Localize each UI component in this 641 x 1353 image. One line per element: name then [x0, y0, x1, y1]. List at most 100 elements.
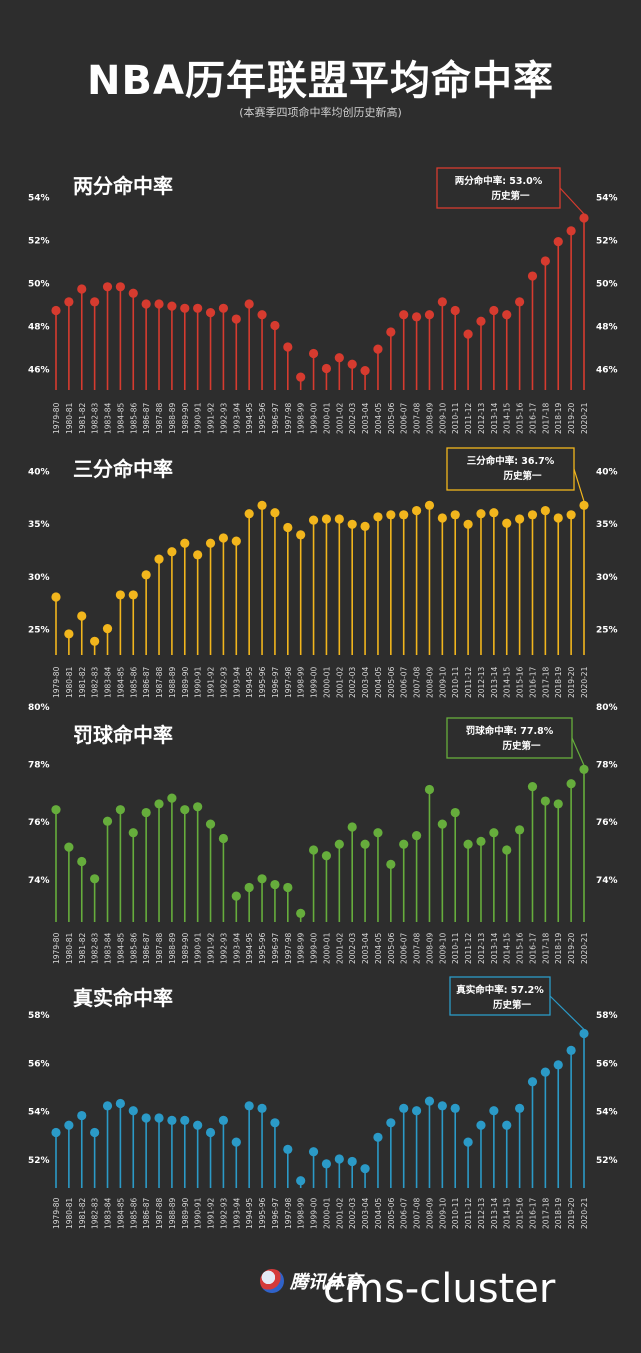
x-tick-label: 2000-01 [322, 932, 331, 964]
y-tick-label-right: 54% [596, 1108, 618, 1118]
x-tick-label: 2009-10 [438, 402, 447, 434]
y-tick-label-right: 76% [596, 818, 618, 828]
x-tick-label: 1993-94 [232, 932, 241, 964]
data-point [141, 299, 151, 309]
x-tick-label: 1998-99 [297, 1197, 306, 1229]
data-point [90, 297, 100, 307]
x-tick-label: 2013-14 [490, 402, 499, 434]
x-tick-label: 2000-01 [322, 1197, 331, 1229]
x-tick-label: 2018-19 [554, 666, 563, 698]
data-point [386, 327, 396, 337]
x-tick-label: 2011-12 [464, 402, 473, 434]
data-point [180, 538, 190, 548]
x-tick-label: 1983-84 [104, 932, 113, 964]
data-point [386, 1118, 396, 1128]
data-point [463, 1137, 473, 1147]
x-tick-label: 2016-17 [528, 402, 537, 434]
data-point [90, 636, 100, 646]
data-point [424, 784, 435, 795]
x-tick-label: 2007-08 [413, 1197, 422, 1229]
x-tick-label: 2016-17 [528, 666, 537, 698]
data-point [102, 816, 113, 826]
data-point [128, 828, 138, 838]
x-tick-label: 1986-87 [142, 932, 151, 964]
data-point [553, 237, 563, 247]
x-tick-label: 2000-01 [322, 402, 331, 434]
y-tick-label-left: 50% [28, 280, 50, 290]
y-tick-label-right: 25% [596, 626, 618, 636]
x-tick-label: 1997-98 [284, 666, 293, 698]
x-tick-label: 2001-02 [335, 932, 344, 964]
x-tick-label: 1981-82 [78, 1197, 87, 1229]
x-tick-label: 2012-13 [477, 932, 486, 964]
data-point [51, 1127, 61, 1138]
data-point [231, 536, 241, 546]
data-point [90, 874, 100, 884]
x-tick-label: 1985-86 [129, 666, 138, 698]
y-tick-label-left: 40% [28, 468, 50, 478]
x-tick-label: 1992-93 [219, 1197, 228, 1229]
x-tick-label: 2011-12 [464, 1197, 473, 1229]
x-tick-label: 2010-11 [451, 932, 460, 964]
y-tick-label-right: 35% [596, 520, 618, 530]
x-tick-label: 2016-17 [528, 1197, 537, 1229]
data-point [115, 1098, 125, 1109]
data-point [489, 305, 499, 316]
x-tick-label: 1988-89 [168, 402, 177, 434]
x-tick-label: 2020-21 [580, 932, 589, 964]
x-tick-label: 2008-09 [425, 1197, 434, 1229]
y-tick-label-left: 78% [28, 761, 50, 771]
data-point [334, 1154, 344, 1164]
data-point [308, 515, 319, 525]
data-point [579, 764, 589, 774]
data-point [231, 891, 241, 901]
x-tick-label: 2014-15 [503, 402, 512, 434]
x-tick-label: 2002-03 [348, 932, 357, 964]
callout-value-label: 真实命中率: 57.2% [456, 984, 544, 996]
data-point [540, 505, 550, 516]
x-tick-label: 1986-87 [142, 402, 151, 434]
x-tick-label: 2001-02 [335, 402, 344, 434]
x-tick-label: 2009-10 [438, 932, 447, 964]
x-tick-label: 1979-80 [52, 932, 61, 964]
x-tick-label: 1995-96 [258, 402, 267, 434]
y-tick-label-left: 30% [28, 573, 50, 583]
data-point [515, 825, 525, 835]
y-tick-label-right: 80% [596, 703, 618, 713]
data-point [450, 807, 460, 818]
data-point [51, 805, 61, 815]
data-point [463, 519, 473, 529]
data-point [579, 500, 589, 510]
x-tick-label: 1979-80 [52, 666, 61, 698]
x-tick-label: 2006-07 [400, 932, 409, 964]
data-point [502, 518, 512, 528]
data-point [411, 505, 422, 516]
data-point [334, 353, 344, 363]
x-tick-label: 1997-98 [284, 402, 293, 434]
x-tick-label: 2019-20 [567, 932, 576, 964]
chart-title: 两分命中率 [73, 174, 173, 198]
x-tick-label: 1995-96 [258, 932, 267, 964]
data-point [90, 1127, 100, 1138]
x-tick-label: 1983-84 [104, 1197, 113, 1229]
y-tick-label-right: 30% [596, 573, 618, 583]
data-point [437, 297, 447, 307]
x-tick-label: 1998-99 [297, 932, 306, 964]
x-tick-label: 2019-20 [567, 1197, 576, 1229]
x-tick-label: 2014-15 [503, 666, 512, 698]
x-tick-label: 1996-97 [271, 1197, 280, 1229]
x-tick-label: 2010-11 [451, 1197, 460, 1229]
x-tick-label: 1987-88 [155, 402, 164, 434]
data-point [64, 842, 74, 852]
x-tick-label: 1999-00 [310, 932, 319, 964]
data-point [527, 782, 538, 792]
data-point [283, 882, 293, 893]
data-point [411, 1106, 422, 1116]
data-point [553, 513, 563, 523]
y-tick-label-left: 80% [28, 703, 50, 713]
callout-connector [559, 187, 585, 215]
x-tick-label: 1998-99 [297, 666, 306, 698]
data-point [257, 500, 267, 510]
x-tick-label: 1995-96 [258, 666, 267, 698]
watermark-text: cms-cluster [323, 1266, 556, 1312]
